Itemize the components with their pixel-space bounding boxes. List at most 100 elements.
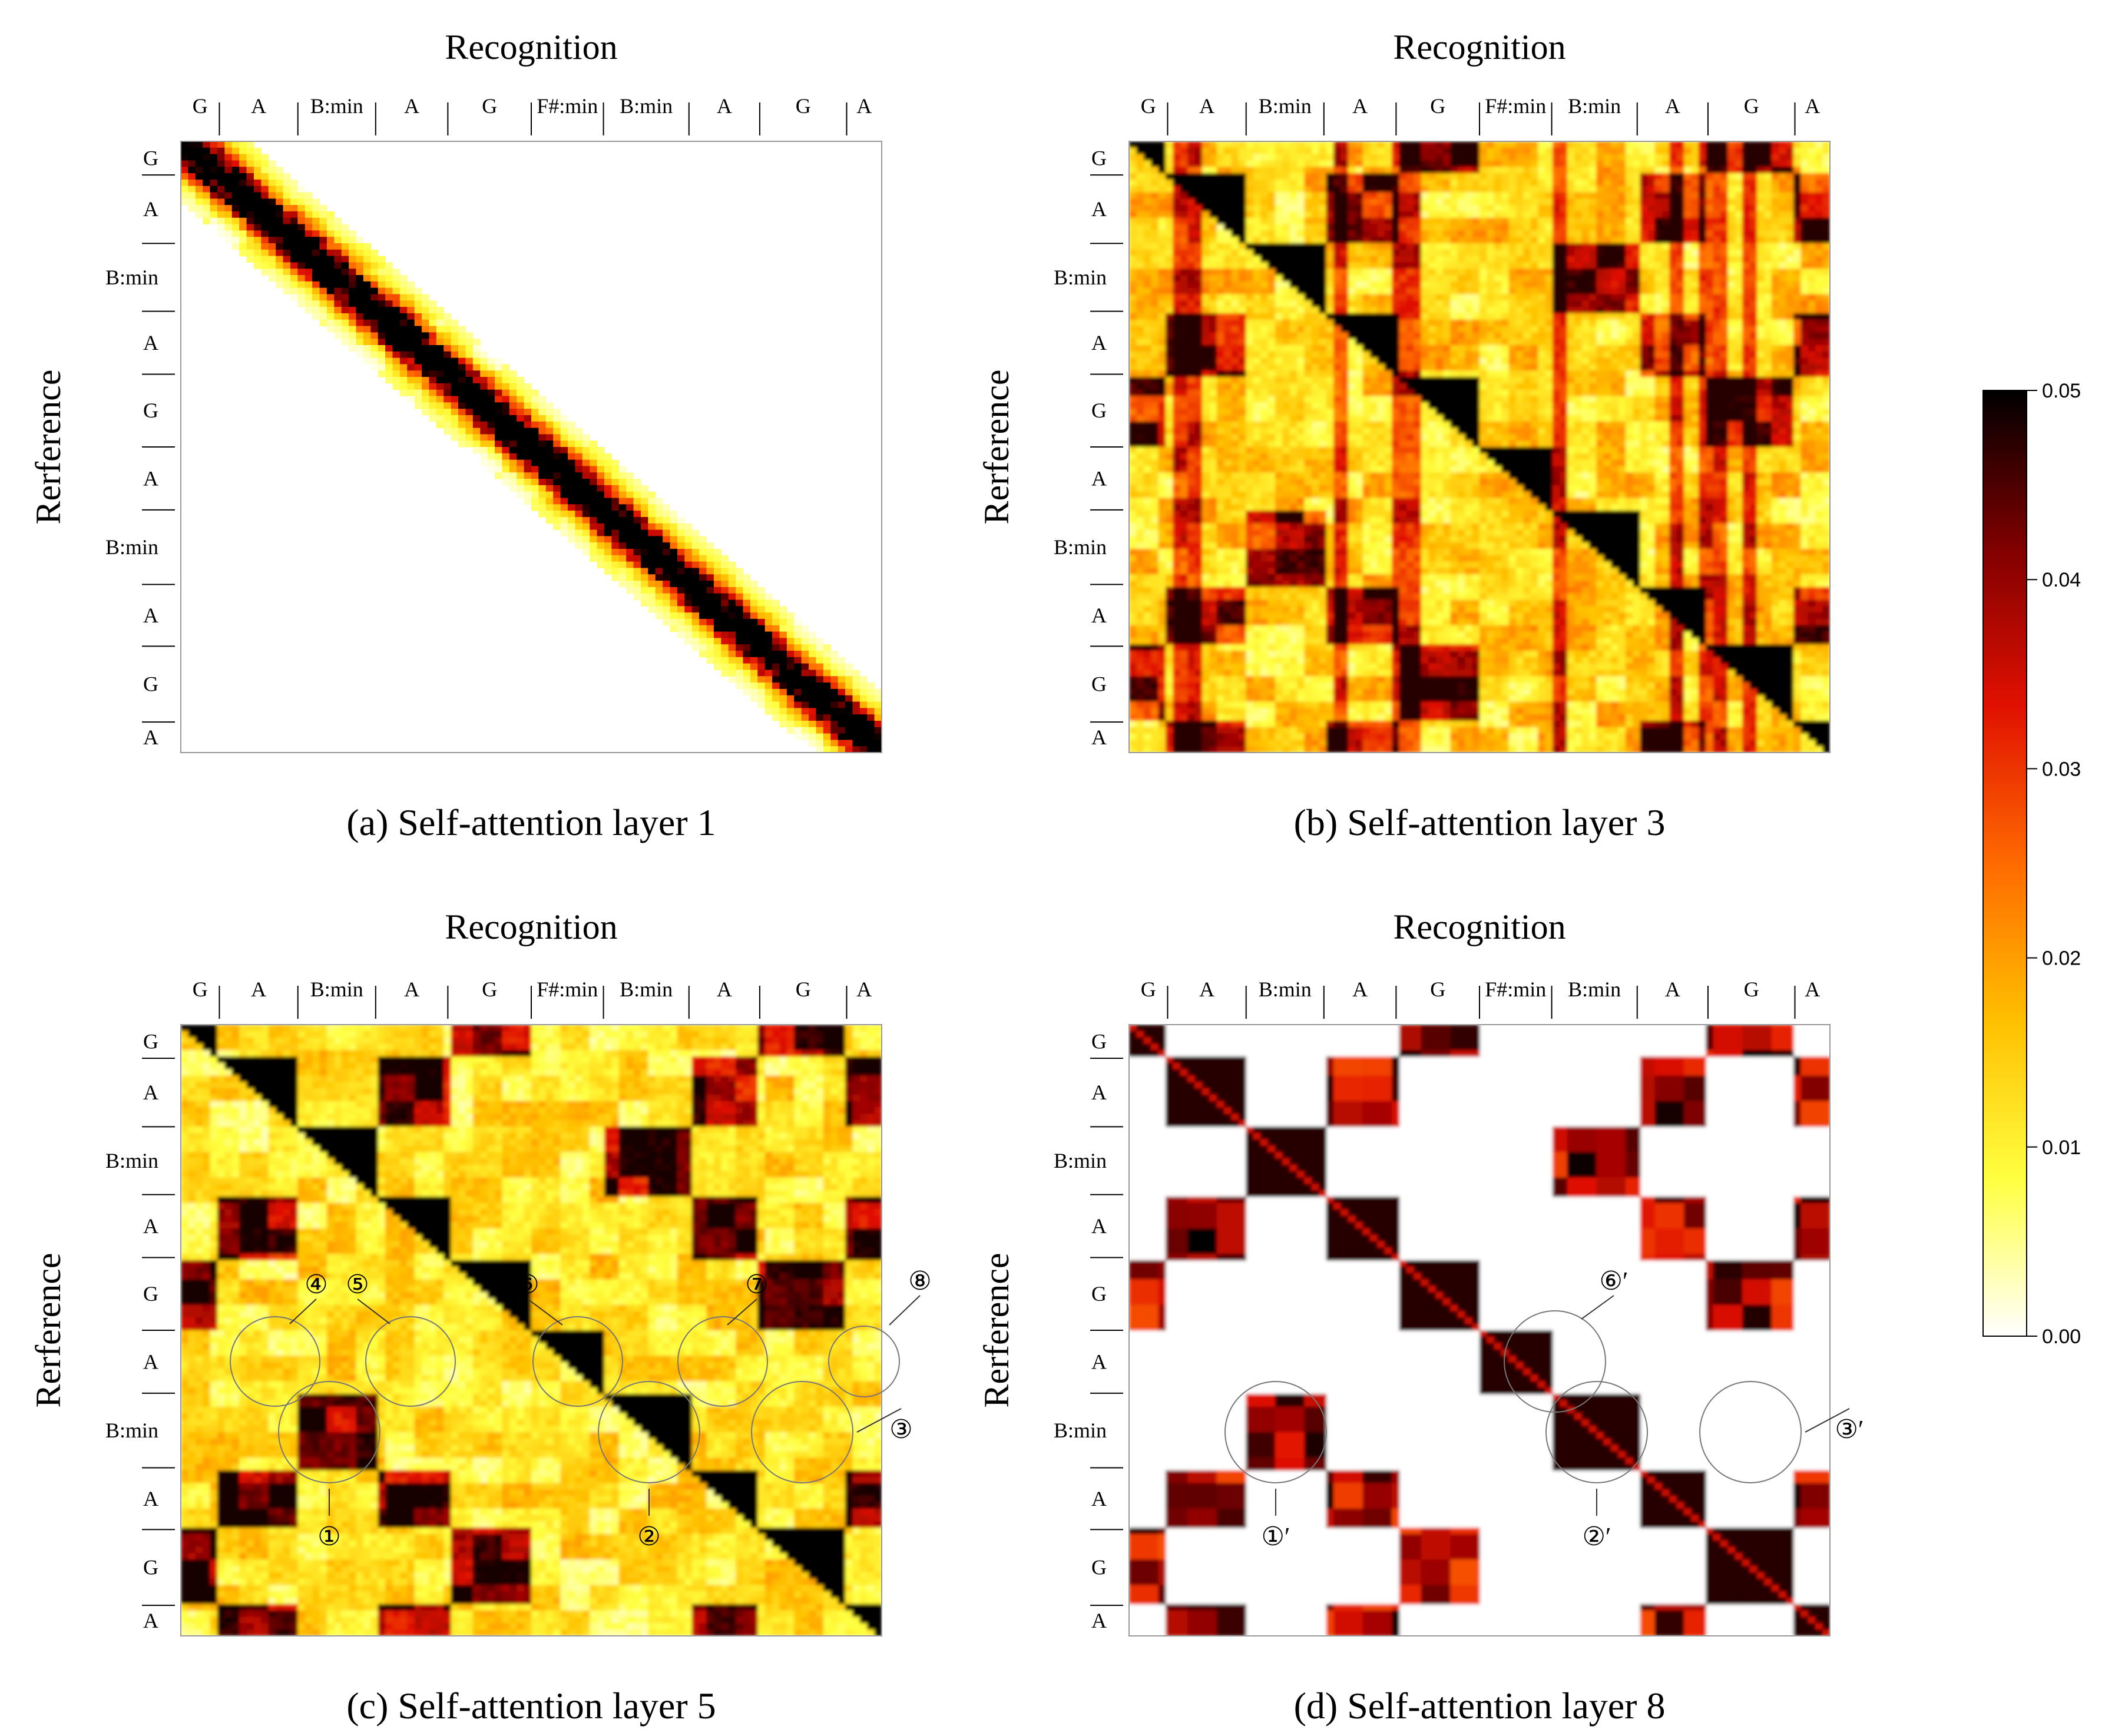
heatmap-cell [1443, 249, 1451, 257]
heatmap-cell [1304, 313, 1312, 320]
heatmap-cell [560, 434, 568, 441]
heatmap-cell [1691, 205, 1699, 212]
heatmap-cell [1377, 173, 1385, 180]
heatmap-cell [1443, 319, 1451, 327]
heatmap-cell [1348, 160, 1356, 167]
heatmap-cell [1246, 307, 1254, 314]
heatmap-cell [1333, 249, 1342, 257]
heatmap-cell [1588, 147, 1597, 155]
heatmap-cell [1515, 154, 1524, 161]
heatmap-cell [1574, 179, 1583, 187]
heatmap-cell [1231, 307, 1239, 314]
heatmap-cell [1465, 332, 1473, 339]
heatmap-cell [1588, 269, 1597, 276]
heatmap-cell [1355, 173, 1363, 180]
heatmap-cell [1720, 160, 1729, 167]
heatmap-cell [422, 294, 430, 301]
heatmap-cell [195, 154, 203, 161]
heatmap-cell [809, 708, 817, 715]
heatmap-cell [1727, 281, 1736, 289]
heatmap-cell [670, 549, 678, 556]
heatmap-cell [1384, 147, 1392, 155]
heatmap-cell [1676, 281, 1684, 289]
heatmap-cell [1311, 205, 1319, 212]
heatmap-cell [1289, 167, 1298, 174]
heatmap-cell [297, 294, 306, 301]
heatmap-cell [713, 663, 721, 671]
heatmap-cell [633, 491, 641, 499]
heatmap-cell [1545, 224, 1553, 231]
heatmap-cell [553, 421, 561, 429]
heatmap-cell [1815, 332, 1823, 339]
heatmap-cell [1457, 307, 1465, 314]
heatmap-cell [830, 651, 839, 658]
heatmap-cell [465, 345, 474, 352]
heatmap-cell [334, 237, 342, 244]
heatmap-cell [422, 357, 430, 365]
heatmap-cell [699, 568, 707, 575]
heatmap-cell [699, 651, 707, 658]
heatmap-cell [1129, 211, 1137, 218]
heatmap-cell [655, 574, 663, 581]
heatmap-cell [1202, 192, 1210, 199]
heatmap-cell [1654, 141, 1663, 148]
heatmap-cell [341, 339, 349, 346]
heatmap-cell [472, 428, 481, 435]
heatmap-cell [1355, 262, 1363, 269]
heatmap-cell [1654, 319, 1663, 327]
heatmap-cell [1487, 185, 1495, 193]
heatmap-cell [1538, 345, 1546, 352]
heatmap-cell [545, 472, 554, 479]
heatmap-cell [1333, 332, 1342, 339]
heatmap-cell [524, 479, 532, 486]
heatmap-cell [436, 326, 444, 333]
heatmap-cell [436, 389, 444, 397]
heatmap-cell [1348, 141, 1356, 148]
heatmap-cell [1654, 326, 1663, 333]
heatmap-cell [1129, 339, 1137, 346]
heatmap-cell [538, 453, 547, 460]
heatmap-cell [1173, 269, 1181, 276]
heatmap-cell [1764, 332, 1772, 339]
heatmap-cell [465, 389, 474, 397]
heatmap-cell [210, 205, 218, 212]
heatmap-cell [1136, 185, 1144, 193]
heatmap-cell [1209, 141, 1217, 148]
heatmap-cell [1209, 281, 1217, 289]
heatmap-cell [1267, 281, 1276, 289]
heatmap-cell [1654, 294, 1663, 301]
heatmap-cell [1749, 198, 1757, 206]
heatmap-cell [1435, 281, 1444, 289]
heatmap-cell [1706, 224, 1714, 231]
heatmap-cell [1647, 192, 1656, 199]
y-tick-label: A [143, 197, 158, 221]
heatmap-cell [1779, 339, 1787, 346]
heatmap-cell [1661, 154, 1670, 161]
heatmap-cell [1355, 294, 1363, 301]
heatmap-cell [465, 383, 474, 390]
heatmap-cell [385, 377, 393, 384]
heatmap-cell [713, 651, 721, 658]
heatmap-cell [670, 625, 678, 632]
heatmap-cell [1173, 313, 1181, 320]
heatmap-cell [1515, 351, 1524, 359]
panel-title-a: Recognition [445, 28, 617, 67]
heatmap-cell [816, 644, 824, 651]
heatmap-cell [764, 663, 773, 671]
heatmap-cell [772, 688, 780, 696]
heatmap-cell [1282, 217, 1290, 225]
heatmap-cell [276, 167, 284, 174]
heatmap-cell [1647, 307, 1656, 314]
heatmap-cell [1260, 237, 1269, 244]
heatmap-cell [772, 638, 780, 645]
heatmap-cell [1508, 173, 1517, 180]
heatmap-cell [509, 402, 517, 409]
heatmap-cell [1757, 230, 1765, 237]
heatmap-cell [1742, 300, 1750, 307]
heatmap-cell [538, 498, 547, 505]
heatmap-cell [772, 606, 780, 613]
heatmap-cell [1282, 351, 1290, 359]
heatmap-cell [1472, 217, 1480, 225]
heatmap-cell [1618, 319, 1626, 327]
heatmap-cell [1129, 294, 1137, 301]
